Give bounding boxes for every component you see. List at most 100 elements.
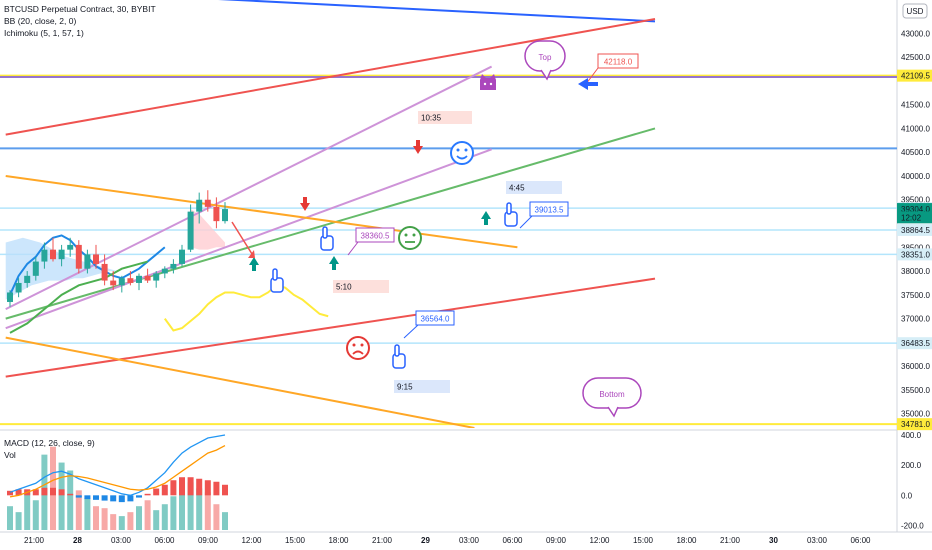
macd-histogram-bar [213,481,220,496]
time-range-box-fill [418,111,472,124]
candle-up [161,268,168,274]
macd-axis-label: 400.0 [901,431,922,440]
vol-legend[interactable]: Vol [4,450,16,460]
price-callout: 38360.5 [355,227,395,243]
top-bubble: Top [524,40,566,81]
price-callout-pointer [347,241,359,256]
macd-histogram-bar [50,487,56,496]
macd-histogram-bar [110,495,117,502]
cat-head [480,74,496,90]
volume-bar [58,462,65,530]
volume-bar [127,512,134,530]
time-axis-label: 03:00 [459,536,480,545]
macd-histogram-bar [118,495,125,503]
macd-axis-label: 0.0 [901,491,913,500]
price-axis-label: 38000.0 [901,267,930,276]
volume-bar [136,506,142,530]
time-range-box-label: 9:15 [397,383,413,392]
face-eye [404,233,408,237]
price-axis-label: 43000.0 [901,29,930,38]
macd-histogram-bar [101,495,108,501]
candle-down [75,244,82,269]
price-callout-pointer [519,215,533,229]
candle-up [15,282,22,293]
volume-bar [179,480,185,530]
signal-line [9,444,226,498]
price-callout-label: 42118.0 [604,58,633,67]
volume-bar [118,516,125,530]
macd-pane [7,434,228,530]
candle-down [204,199,211,207]
time-axis-label: 29 [421,536,430,545]
macd-histogram-bar [196,478,203,496]
price-callout-pointer [403,324,419,339]
face-eye [412,233,416,237]
time-axis-label: 15:00 [285,536,306,545]
volume-bar [101,508,108,530]
indicator-line [163,284,329,332]
macd-histogram-bar [179,477,185,496]
price-axis-label: 38500.0 [901,243,930,252]
face-outline [450,141,474,165]
time-axis-label: 09:00 [198,536,219,545]
sad-emoji-icon [346,336,370,360]
candle-up [7,292,13,302]
arrow-up-icon [481,211,491,225]
face-eye [464,148,468,152]
candle-down [93,254,99,264]
macd-histogram-bar [127,495,134,502]
time-axis-label: 12:00 [589,536,610,545]
arrow-head [248,250,255,258]
cat-eye [483,82,487,86]
price-axis-label: 37000.0 [901,315,930,324]
volume-bar [93,506,99,530]
candle-down [50,249,56,260]
time-axis-label: 12:00 [241,536,262,545]
time-range-box: 9:15 [394,380,450,393]
macd-histogram-bar [170,480,177,496]
bb-legend[interactable]: BB (20, close, 2, 0) [4,16,77,26]
time-axis-label: 15:00 [633,536,654,545]
time-axis-label: 18:00 [676,536,697,545]
time-axis-label: 18:00 [328,536,349,545]
candle-down [144,275,151,281]
price-callout-box [597,53,639,69]
face-mouth [352,350,364,355]
candle-down [213,206,220,222]
trend-line [5,18,656,136]
candle-up [222,209,228,222]
time-range-box-fill [333,280,389,293]
arrow-down-icon [300,197,310,211]
symbol-legend[interactable]: BTCUSD Perpetual Contract, 30, BYBIT [4,4,156,14]
macd-axis-label: 200.0 [901,461,922,470]
candle-up [58,249,65,260]
volume-bar [67,470,74,530]
arrow-down-icon [413,140,423,154]
face-eye [352,343,356,347]
bottom-bubble: Bottom [582,377,642,418]
pointing-hand-icon [504,202,518,227]
time-axis-label: 21:00 [24,536,45,545]
hand-finger [272,268,278,281]
arrow-line [231,221,253,255]
pointing-hand-icon [392,344,406,369]
time-axis-label: 21:00 [720,536,741,545]
time-axis-label: 30 [769,536,778,545]
volume-bar [187,482,194,530]
macd-axis-label: -200.0 [901,521,924,530]
trend-line [5,277,656,378]
time-axis-label: 06:00 [154,536,175,545]
smile-emoji-icon [450,141,474,165]
time-range-box-fill [394,380,450,393]
cat-icon [480,74,496,90]
macd-legend[interactable]: MACD (12, 26, close, 9) [4,438,95,448]
ichimoku-legend[interactable]: Ichimoku (5, 1, 57, 1) [4,28,84,38]
macd-histogram-bar [187,477,194,496]
price-callout-box [415,310,455,326]
time-range-box: 4:45 [506,181,562,194]
price-callout: 39013.5 [529,201,569,217]
price-tag-label: 38864.5 [901,226,930,235]
candle-down [127,278,134,283]
candle-up [67,244,74,250]
